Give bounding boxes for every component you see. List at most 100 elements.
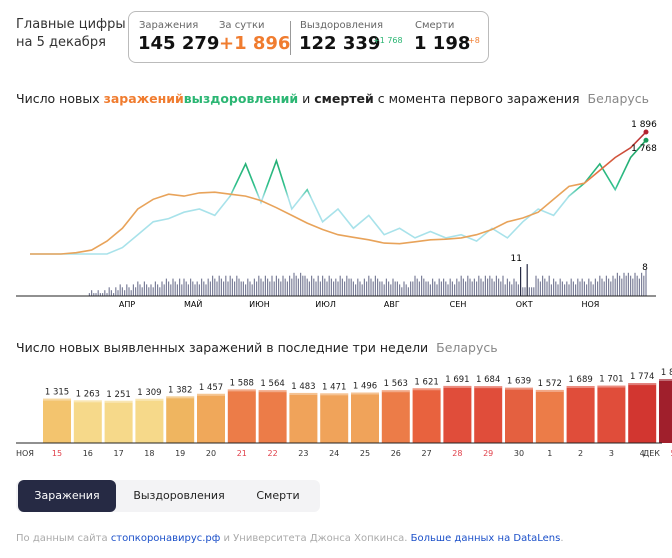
- footer-text: и Университета Джонса Хопкинса.: [220, 533, 411, 544]
- death-bar: [99, 293, 101, 296]
- bar-highlight: [381, 390, 410, 393]
- death-bar: [300, 272, 302, 296]
- bar-value-label: 1 309: [137, 388, 161, 398]
- infected-last-label: 1 896: [631, 120, 657, 130]
- bar-value-label: 1 563: [384, 379, 408, 389]
- death-bar: [203, 281, 205, 296]
- death-bar: [108, 287, 110, 296]
- death-bar: [113, 293, 115, 296]
- death-bar: [434, 281, 436, 296]
- date-tick: 1: [547, 449, 552, 458]
- death-bar: [399, 284, 401, 296]
- death-bar: [643, 275, 645, 296]
- death-bar: [627, 272, 629, 296]
- bar: [412, 388, 441, 443]
- death-bar: [209, 281, 211, 296]
- death-bar: [405, 284, 407, 296]
- death-bar: [603, 281, 605, 296]
- death-bar: [361, 284, 363, 296]
- death-bar: [401, 287, 403, 296]
- death-bar: [630, 275, 632, 296]
- death-bar: [304, 275, 306, 296]
- death-bar: [425, 281, 427, 296]
- death-bar: [297, 278, 299, 296]
- death-bar: [181, 284, 183, 296]
- death-bar: [390, 284, 392, 296]
- death-bar: [231, 278, 233, 296]
- death-bar: [284, 278, 286, 296]
- death-bar: [443, 278, 445, 296]
- death-bar: [192, 281, 194, 296]
- tab-deaths[interactable]: Смерти: [256, 489, 300, 502]
- death-bar: [612, 275, 614, 296]
- date-tick: 16: [83, 449, 93, 458]
- death-bar: [267, 278, 269, 296]
- death-bar: [236, 275, 238, 296]
- death-bar: [432, 278, 434, 296]
- datalens-link[interactable]: Больше данных на DataLens: [410, 533, 561, 544]
- source-link[interactable]: стопкоронавирус.рф: [110, 533, 221, 544]
- death-bar: [245, 284, 247, 296]
- death-bar: [608, 278, 610, 296]
- death-bar: [583, 281, 585, 296]
- death-bar: [511, 284, 513, 296]
- death-bar: [275, 275, 277, 296]
- death-bar: [333, 281, 335, 296]
- bar-highlight: [628, 383, 657, 386]
- death-bar: [372, 281, 374, 296]
- bar-highlight: [566, 385, 595, 388]
- death-bar: [102, 293, 104, 296]
- death-bar: [586, 284, 588, 296]
- death-bar: [513, 278, 515, 296]
- month-tick: АВГ: [384, 300, 400, 309]
- date-tick: 17: [114, 449, 124, 458]
- death-bar: [579, 281, 581, 296]
- death-bar: [570, 278, 572, 296]
- death-bar: [311, 275, 313, 296]
- death-bar: [196, 281, 198, 296]
- death-bar: [172, 278, 174, 296]
- bar-highlight: [412, 388, 441, 391]
- bar: [659, 379, 672, 443]
- infected-label: Заражения: [139, 20, 199, 31]
- footer-text: По данным сайта: [16, 533, 111, 544]
- title-infected: заражений: [103, 91, 184, 106]
- death-bar: [506, 278, 508, 296]
- bar-value-label: 1 621: [414, 377, 438, 387]
- death-bar: [491, 278, 493, 296]
- death-bar: [614, 278, 616, 296]
- death-bar: [504, 284, 506, 296]
- death-bar: [542, 275, 544, 296]
- death-bar: [308, 281, 310, 296]
- death-bar: [126, 284, 128, 296]
- date-tick: 21: [237, 449, 247, 458]
- death-bar: [539, 281, 541, 296]
- death-bar: [634, 272, 636, 296]
- death-bar: [179, 278, 181, 296]
- death-bar: [273, 281, 275, 296]
- bar: [474, 386, 503, 443]
- bar-value-label: 1 496: [353, 382, 377, 392]
- month-start-label: НОЯ: [16, 449, 34, 458]
- tab-recovered[interactable]: Выздоровления: [133, 489, 225, 502]
- death-bar: [190, 278, 192, 296]
- death-bar: [198, 284, 200, 296]
- infected-line: [30, 131, 647, 255]
- title-text: Число новых выявленных заражений в после…: [16, 340, 429, 355]
- death-bar: [531, 287, 533, 296]
- recovered-total: 122 339: [299, 33, 381, 54]
- tab-infected[interactable]: Заражения: [18, 480, 116, 512]
- death-bar: [330, 278, 332, 296]
- title-deaths: смертей: [314, 91, 374, 106]
- month-tick: СЕН: [450, 300, 467, 309]
- death-bar: [645, 269, 647, 296]
- bar: [135, 398, 164, 443]
- death-bar: [601, 278, 603, 296]
- death-bar: [599, 275, 601, 296]
- deaths-label: Смерти: [415, 20, 455, 31]
- death-bar: [471, 281, 473, 296]
- death-bar: [553, 278, 555, 296]
- death-bar: [610, 281, 612, 296]
- death-bar: [269, 281, 271, 296]
- date-tick: 5: [670, 449, 672, 458]
